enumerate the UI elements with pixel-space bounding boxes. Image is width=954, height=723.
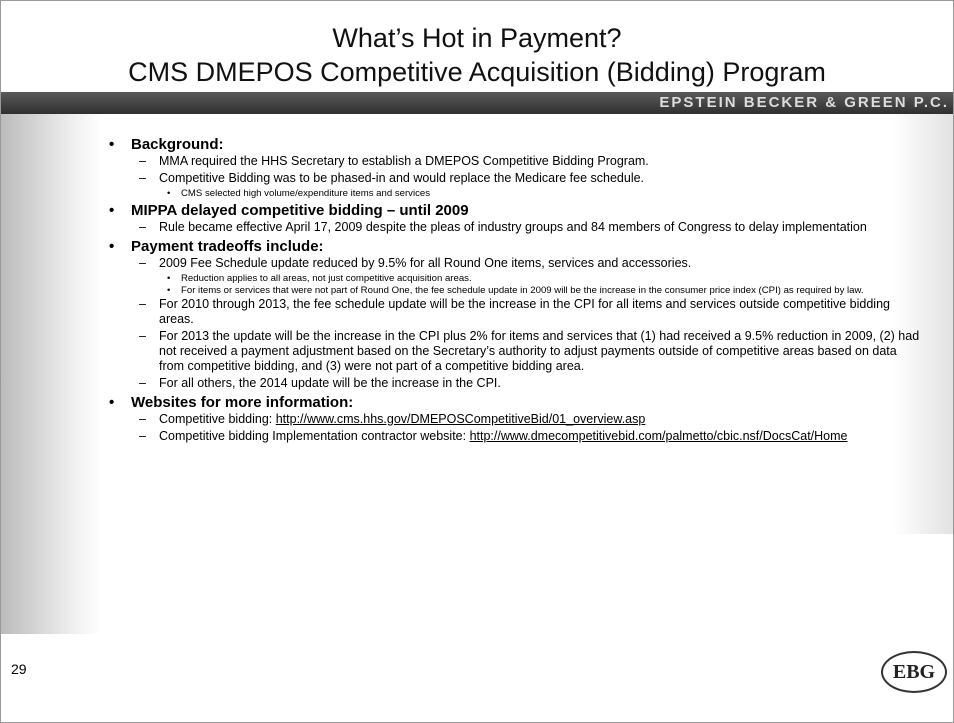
bullet-text: 2009 Fee Schedule update reduced by 9.5%… <box>159 256 692 270</box>
bullet-marker: • <box>109 394 115 411</box>
bullet-marker: – <box>139 256 146 270</box>
bullet-text: For 2010 through 2013, the fee schedule … <box>159 297 890 326</box>
header-band <box>1 92 953 114</box>
bullet-text: Competitive bidding Implementation contr… <box>159 429 470 443</box>
bullet-marker: • <box>167 273 171 284</box>
bullet-marker: • <box>167 285 171 296</box>
bullet-item: • Payment tradeoffs include: <box>101 238 921 255</box>
decoration <box>893 114 953 534</box>
bullet-item: • Reduction applies to all areas, not jus… <box>159 273 921 284</box>
bullet-text: CMS selected high volume/expenditure ite… <box>181 188 431 199</box>
bullet-marker: – <box>139 220 146 234</box>
bullet-item: – Competitive Bidding was to be phased-in… <box>131 171 921 186</box>
bullet-item: • CMS selected high volume/expenditure it… <box>159 188 921 199</box>
bullet-text: Background: <box>131 136 224 153</box>
bullet-item: – For 2013 the update will be the increas… <box>131 329 921 374</box>
decoration <box>1 114 101 634</box>
bullet-text: For items or services that were not part… <box>181 285 864 296</box>
bullet-item: – For all others, the 2014 update will be… <box>131 376 921 391</box>
bullet-item: • MIPPA delayed competitive bidding – unt… <box>101 202 921 219</box>
bullet-marker: • <box>109 136 115 153</box>
bullet-text: For all others, the 2014 update will be … <box>159 376 501 390</box>
bullet-item: • Background: <box>101 136 921 153</box>
bullet-item: –2009 Fee Schedule update reduced by 9.5… <box>131 256 921 271</box>
bullet-marker: – <box>139 376 146 390</box>
bullet-text: MMA required the HHS Secretary to establ… <box>159 154 649 168</box>
bullet-text: Websites for more information: <box>131 394 354 411</box>
bullet-text: Reduction applies to all areas, not just… <box>181 273 472 284</box>
logo: EBG <box>881 651 947 693</box>
bullet-marker: – <box>139 412 146 426</box>
bullet-text: Competitive Bidding was to be phased-in … <box>159 171 645 185</box>
page-number: 29 <box>11 661 27 677</box>
bullet-text: Competitive bidding: <box>159 412 276 426</box>
bullet-item: – For 2010 through 2013, the fee schedule… <box>131 297 921 327</box>
bullet-text: Payment tradeoffs include: <box>131 238 324 255</box>
bullet-marker: • <box>109 238 115 255</box>
bullet-text: MIPPA delayed competitive bidding – unti… <box>131 202 469 219</box>
bullet-marker: • <box>109 202 115 219</box>
bullet-item: – MMA required the HHS Secretary to estab… <box>131 154 921 169</box>
bullet-marker: – <box>139 171 146 185</box>
bullet-marker: – <box>139 154 146 168</box>
title-line: What’s Hot in Payment? <box>332 23 622 53</box>
bullet-item: – Competitive bidding Implementation cont… <box>131 429 921 444</box>
bullet-item: – Rule became effective April 17, 2009 de… <box>131 220 921 235</box>
bullet-marker: • <box>167 188 171 199</box>
title-line: CMS DMEPOS Competitive Acquisition (Bidd… <box>128 57 826 87</box>
bullet-text: For 2013 the update will be the increase… <box>159 329 920 373</box>
bullet-marker: – <box>139 329 146 343</box>
link[interactable]: http://www.cms.hhs.gov/DMEPOSCompetitive… <box>275 412 646 426</box>
firm-name: EPSTEIN BECKER & GREEN P.C. <box>659 94 949 111</box>
link[interactable]: http://www.dmecompetitivebid.com/palmett… <box>469 429 848 443</box>
bullet-item: • For items or services that were not par… <box>159 285 921 296</box>
content: • Background: – MMA required the HHS Secret… <box>101 133 921 446</box>
bullet-item: • Websites for more information: <box>101 394 921 411</box>
bullet-marker: – <box>139 429 146 443</box>
bullet-marker: – <box>139 297 146 311</box>
bullet-item: – Competitive bidding: http://www.cms.hhs… <box>131 412 921 427</box>
bullet-text: Rule became effective April 17, 2009 des… <box>159 220 867 234</box>
